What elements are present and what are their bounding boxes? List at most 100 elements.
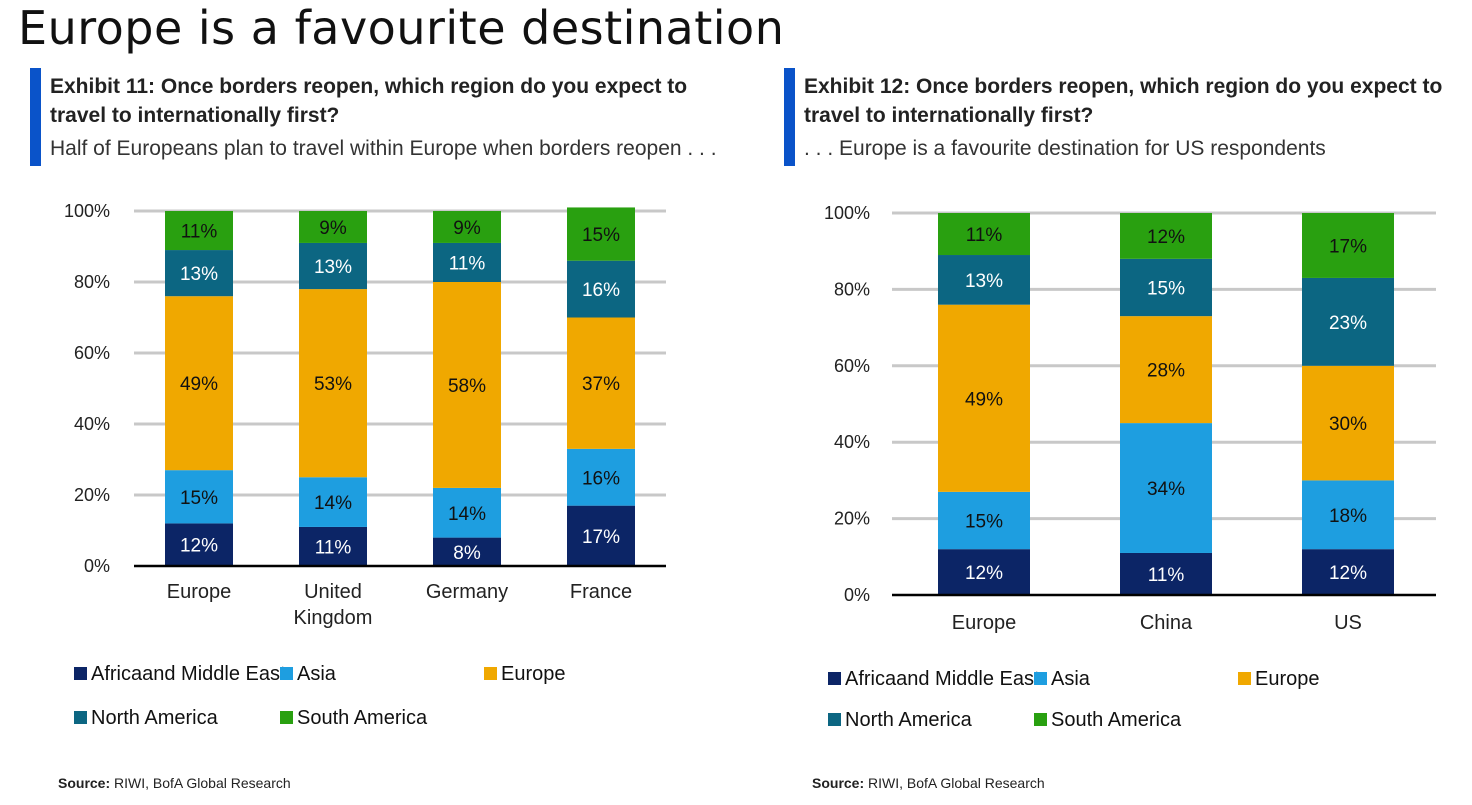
- data-label: 8%: [453, 543, 481, 564]
- data-label: 12%: [180, 536, 218, 557]
- exhibit-12-panel: Exhibit 12: Once borders reopen, which r…: [784, 68, 1472, 805]
- bar-segment-asia: [1120, 423, 1212, 553]
- y-tick-label: 40%: [834, 432, 870, 452]
- stacked-bar-chart-exhibit-11: 0% 20% 40% 60% 80% 100% 12% 15% 49% 13% 11% Europe 1…: [64, 201, 666, 729]
- bar-segment-europe: [938, 304, 1030, 492]
- x-category-label: US: [1334, 612, 1362, 634]
- legend-swatch-asia: [1034, 672, 1047, 685]
- legend-swatch-south-america: [280, 711, 293, 724]
- data-label: 11%: [449, 253, 486, 274]
- exhibit-subtitle: Half of Europeans plan to travel within …: [50, 137, 717, 160]
- legend-label: South America: [297, 707, 428, 729]
- data-label: 15%: [1147, 278, 1185, 299]
- bar-segment-europe: [165, 296, 233, 471]
- legend-label: Asia: [1051, 668, 1091, 690]
- y-tick-label: 20%: [834, 509, 870, 529]
- exhibit-accent-bar: [784, 68, 795, 166]
- x-category-label: Europe: [167, 581, 232, 603]
- bar-segment-africaand-middle-east: [567, 505, 635, 566]
- data-label: 30%: [1329, 414, 1367, 435]
- data-label: 49%: [180, 374, 218, 395]
- data-label: 34%: [1147, 479, 1185, 500]
- bar-segment-south-america: [567, 207, 635, 261]
- data-label: 37%: [582, 374, 620, 395]
- bar-segment-europe: [433, 282, 501, 488]
- bar-segment-asia: [433, 487, 501, 538]
- data-label: 16%: [582, 280, 620, 301]
- page-title: Europe is a favourite destination: [18, 1, 785, 55]
- source-text: RIWI, BofA Global Research: [110, 775, 291, 791]
- legend-swatch-africaand-middle-east: [74, 667, 87, 680]
- bar-segment-europe: [1120, 316, 1212, 424]
- y-tick-label: 40%: [74, 414, 110, 434]
- legend-label: North America: [91, 707, 219, 729]
- y-tick-label: 60%: [834, 356, 870, 376]
- data-label: 18%: [1329, 506, 1367, 527]
- bar-segment-asia: [567, 448, 635, 506]
- legend-swatch-asia: [280, 667, 293, 680]
- data-label: 11%: [1148, 565, 1185, 586]
- y-tick-label: 80%: [834, 279, 870, 299]
- bar-segment-europe: [1302, 365, 1394, 481]
- legend-swatch-europe: [484, 667, 497, 680]
- bar-segment-asia: [299, 477, 367, 527]
- data-label: 15%: [180, 488, 218, 509]
- bar-segment-asia: [1302, 480, 1394, 550]
- bar-segment-north-america: [433, 242, 501, 282]
- bar-segment-africaand-middle-east: [1120, 552, 1212, 595]
- bar-segment-south-america: [1120, 213, 1212, 259]
- bar-segment-north-america: [1120, 258, 1212, 317]
- bar-segment-north-america: [1302, 277, 1394, 366]
- bar-segment-africaand-middle-east: [938, 549, 1030, 595]
- legend-swatch-europe: [1238, 672, 1251, 685]
- data-label: 13%: [965, 271, 1003, 292]
- bar-segment-europe: [567, 317, 635, 449]
- y-tick-label: 20%: [74, 485, 110, 505]
- bar-segment-north-america: [165, 250, 233, 297]
- data-label: 13%: [314, 257, 352, 278]
- data-label: 11%: [966, 225, 1003, 246]
- data-label: 28%: [1147, 361, 1185, 382]
- legend-swatch-south-america: [1034, 713, 1047, 726]
- bar-segment-africaand-middle-east: [299, 526, 367, 566]
- data-label: 12%: [1329, 563, 1367, 584]
- x-category-label: United: [304, 581, 362, 603]
- source-label: Source:: [58, 775, 111, 791]
- data-label: 14%: [448, 504, 486, 525]
- legend-label: Europe: [501, 663, 566, 685]
- y-tick-label: 100%: [824, 203, 870, 223]
- x-category-label: Germany: [426, 581, 508, 603]
- bar-segment-north-america: [938, 255, 1030, 305]
- y-tick-label: 80%: [74, 272, 110, 292]
- bar-segment-africaand-middle-east: [165, 523, 233, 566]
- exhibit-subtitle: . . . Europe is a favourite destination …: [804, 137, 1326, 160]
- source-text: RIWI, BofA Global Research: [864, 775, 1045, 791]
- exhibit-title: Exhibit 11: Once borders reopen, which r…: [50, 75, 688, 127]
- stacked-bar-chart-exhibit-12: 0% 20% 40% 60% 80% 100% 12% 15% 49% 13% 11% Europe 1…: [824, 203, 1436, 731]
- data-label: 17%: [582, 527, 620, 548]
- bar-segment-asia: [938, 491, 1030, 550]
- legend-label: Asia: [297, 663, 337, 685]
- data-label: 16%: [582, 468, 620, 489]
- legend-label: Africaand Middle East: [91, 663, 286, 685]
- legend-swatch-north-america: [74, 711, 87, 724]
- data-label: 23%: [1329, 313, 1367, 334]
- y-tick-label: 100%: [64, 201, 110, 221]
- y-tick-label: 0%: [844, 585, 870, 605]
- bar-segment-north-america: [567, 260, 635, 318]
- bar-segment-africaand-middle-east: [1302, 549, 1394, 595]
- bar-segment-south-america: [165, 211, 233, 251]
- data-label: 13%: [180, 264, 218, 285]
- data-label: 11%: [315, 537, 352, 558]
- legend-swatch-africaand-middle-east: [828, 672, 841, 685]
- legend-label: South America: [1051, 709, 1182, 731]
- exhibit-accent-bar: [30, 68, 41, 166]
- legend-swatch-north-america: [828, 713, 841, 726]
- bar-segment-north-america: [299, 242, 367, 290]
- data-label: 12%: [1147, 227, 1185, 248]
- bar-segment-south-america: [938, 213, 1030, 256]
- bar-segment-south-america: [299, 211, 367, 243]
- legend-label: North America: [845, 709, 973, 731]
- data-label: 14%: [314, 493, 352, 514]
- bar-segment-south-america: [433, 211, 501, 243]
